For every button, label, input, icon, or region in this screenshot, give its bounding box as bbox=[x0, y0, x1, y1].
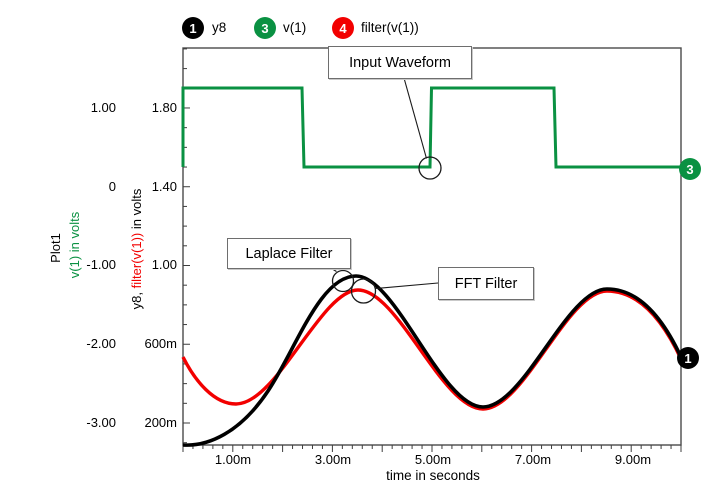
xtick-3ms: 3.00m bbox=[314, 452, 352, 467]
xtick-5ms: 5.00m bbox=[414, 452, 452, 467]
inner-ytick-4: 200m bbox=[144, 415, 177, 430]
outer-ytick-4: -3.00 bbox=[86, 415, 116, 430]
x-axis-ticks bbox=[182, 445, 682, 452]
fft-filter-callout-text: FFT Filter bbox=[454, 275, 518, 292]
legend-badge-y8-number: 1 bbox=[189, 20, 197, 36]
trace-y8-laplace-filter bbox=[182, 274, 683, 447]
trace-end-badge-y8: 1 bbox=[677, 347, 699, 369]
fft-filter-pointer-line bbox=[375, 282, 439, 290]
inner-ytick-3: 600m bbox=[144, 336, 177, 351]
legend-badge-v1-number: 3 bbox=[261, 20, 269, 36]
outer-ytick-3: -2.00 bbox=[86, 336, 116, 351]
legend-badge-y8: 1 bbox=[182, 17, 204, 39]
trace-end-badge-y8-number: 1 bbox=[684, 350, 692, 366]
input-waveform-callout-text: Input Waveform bbox=[349, 54, 451, 71]
inner-ytick-0: 1.80 bbox=[151, 100, 177, 115]
input-waveform-callout[interactable]: Input Waveform bbox=[328, 46, 472, 79]
inner-axis-title-prefix: y8, bbox=[129, 288, 144, 310]
inner-ytick-1: 1.40 bbox=[151, 179, 177, 194]
laplace-filter-marker-circle bbox=[331, 269, 355, 293]
outer-ytick-0: 1.00 bbox=[90, 100, 116, 115]
legend-badge-filter-v1: 4 bbox=[332, 17, 354, 39]
plot-name-label: Plot1 bbox=[48, 233, 63, 263]
legend-label-v1: v(1) bbox=[283, 20, 307, 35]
y-axis-ticks bbox=[183, 48, 190, 444]
fft-filter-marker-circle bbox=[350, 278, 377, 304]
legend-label-filter-v1: filter(v(1)) bbox=[361, 20, 419, 35]
input-waveform-marker-circle bbox=[418, 156, 442, 180]
laplace-filter-callout[interactable]: Laplace Filter bbox=[227, 238, 351, 269]
trace-end-badge-v1: 3 bbox=[679, 158, 701, 180]
legend-badge-v1: 3 bbox=[254, 17, 276, 39]
outer-ytick-1: 0 bbox=[108, 179, 116, 194]
trace-fft-filter bbox=[181, 288, 683, 411]
x-axis-title: time in seconds bbox=[386, 468, 480, 483]
xtick-9ms: 9.00m bbox=[614, 452, 652, 467]
inner-axis-title-suffix: in volts bbox=[129, 188, 144, 233]
legend-badge-filter-v1-number: 4 bbox=[339, 20, 347, 36]
outer-ytick-2: -1.00 bbox=[86, 257, 116, 272]
xtick-7ms: 7.00m bbox=[514, 452, 552, 467]
xtick-1ms: 1.00m bbox=[214, 452, 252, 467]
fft-filter-callout[interactable]: FFT Filter bbox=[438, 267, 534, 300]
legend-label-y8: y8 bbox=[212, 20, 227, 35]
inner-ytick-2: 1.00 bbox=[151, 257, 177, 272]
trace-v1-square-wave bbox=[181, 86, 681, 169]
left-axis-title: v(1) in volts bbox=[67, 211, 82, 279]
trace-end-badge-v1-number: 3 bbox=[686, 161, 694, 177]
laplace-filter-callout-text: Laplace Filter bbox=[245, 245, 333, 262]
input-waveform-pointer-line bbox=[403, 77, 428, 159]
